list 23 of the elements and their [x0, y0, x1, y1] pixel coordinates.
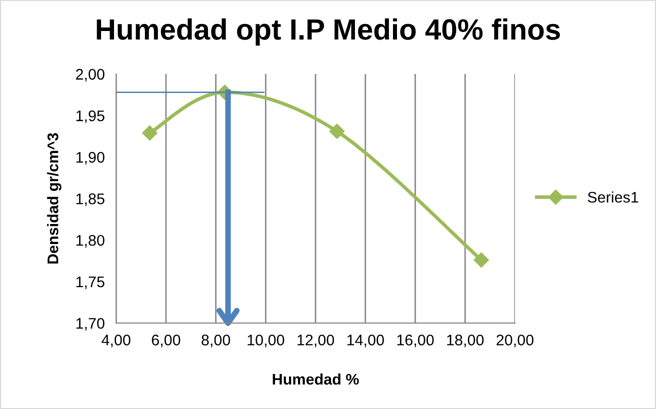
y-tick-label: 1,90 [76, 152, 104, 165]
y-tick-label: 1,80 [76, 234, 104, 248]
point [329, 124, 345, 139]
legend-label: Series1 [588, 191, 638, 203]
y-tick-label: 1,75 [76, 276, 104, 290]
y-axis-title: Densidad gr/cm^3 [47, 133, 62, 264]
x-tick-label: 10,00 [248, 334, 284, 348]
x-tick-label: 12,00 [298, 334, 334, 348]
y-tick-label: 1,70 [76, 318, 104, 331]
y-tick-label: 2,00 [76, 68, 104, 82]
chart-title: Humedad opt I.P Medio 40% finos [96, 18, 560, 46]
x-tick-label: 8,00 [202, 334, 230, 348]
x-tick-label: 6,00 [152, 334, 180, 348]
x-tick-label: 14,00 [347, 334, 384, 348]
point [142, 125, 158, 141]
x-tick-label: 16,00 [397, 334, 434, 348]
x-tick-label: 18,00 [447, 334, 484, 348]
y-tick-label: 1,85 [76, 193, 104, 206]
y-tick-label: 1,95 [76, 110, 104, 124]
x-axis-title: Humedad % [272, 373, 359, 385]
x-tick-label: 4,00 [102, 334, 130, 348]
point [474, 252, 489, 268]
x-tick-label: 20,00 [496, 334, 534, 348]
